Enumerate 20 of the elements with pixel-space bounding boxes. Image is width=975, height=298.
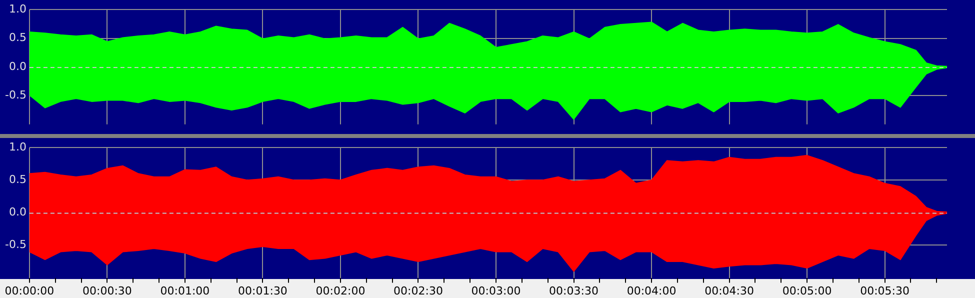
x-tick-label: 00:03:00 <box>471 284 521 298</box>
x-tick-label: 00:02:30 <box>394 284 443 298</box>
y-tick-label: -0.5 <box>4 88 26 102</box>
x-tick-label: 00:02:00 <box>316 284 366 298</box>
y-tick-label: 1.0 <box>8 2 26 16</box>
y-tick-label: -0.5 <box>4 238 26 252</box>
x-tick-label: 00:01:00 <box>160 284 210 298</box>
x-tick-label: 00:01:30 <box>238 284 288 298</box>
x-tick-label: 00:04:00 <box>626 284 676 298</box>
y-tick-label: 1.0 <box>8 140 26 154</box>
x-tick-label: 00:04:30 <box>704 284 754 298</box>
x-tick-label: 00:00:30 <box>82 284 132 298</box>
y-tick-label: 0.5 <box>8 173 26 186</box>
x-tick-label: 00:05:30 <box>860 284 910 298</box>
y-tick-label: 0.0 <box>8 60 26 73</box>
y-tick-label: 0.0 <box>8 206 26 219</box>
x-tick-label: 00:05:00 <box>782 284 832 298</box>
x-tick-label: 00:00:00 <box>4 284 54 298</box>
x-tick-label: 00:03:30 <box>549 284 598 298</box>
y-tick-label: 0.5 <box>8 31 26 44</box>
